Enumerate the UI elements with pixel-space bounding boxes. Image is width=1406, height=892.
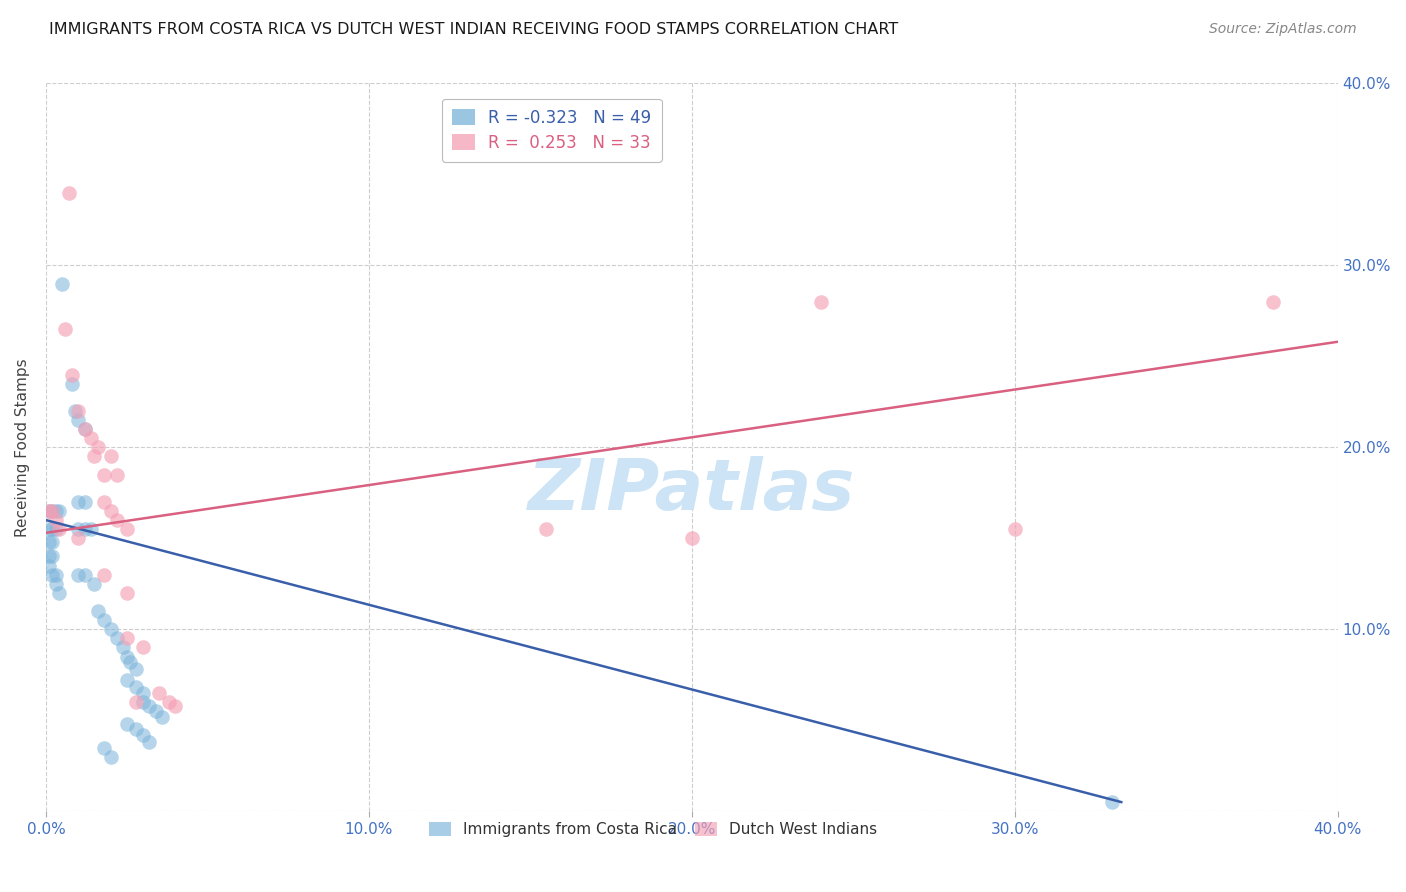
Point xyxy=(48,504,70,518)
Point xyxy=(45,567,67,582)
Point xyxy=(58,186,80,200)
Text: Source: ZipAtlas.com: Source: ZipAtlas.com xyxy=(1209,22,1357,37)
Point xyxy=(83,576,105,591)
Point xyxy=(115,716,138,731)
Point xyxy=(38,504,60,518)
Point xyxy=(115,632,138,646)
Point xyxy=(115,673,138,688)
Legend: Immigrants from Costa Rica, Dutch West Indians: Immigrants from Costa Rica, Dutch West I… xyxy=(423,816,883,844)
Point xyxy=(115,522,138,536)
Point xyxy=(67,413,90,427)
Point xyxy=(165,698,187,713)
Point xyxy=(93,740,115,755)
Point xyxy=(83,450,105,464)
Text: ZIPatlas: ZIPatlas xyxy=(529,457,855,525)
Point xyxy=(93,613,115,627)
Point xyxy=(41,567,63,582)
Point xyxy=(48,522,70,536)
Point xyxy=(132,728,155,742)
Point xyxy=(93,467,115,482)
Point xyxy=(53,322,76,336)
Point xyxy=(73,422,96,436)
Point xyxy=(51,277,73,291)
Point xyxy=(41,522,63,536)
Point xyxy=(100,504,122,518)
Point xyxy=(38,558,60,573)
Point xyxy=(41,535,63,549)
Point xyxy=(73,567,96,582)
Point xyxy=(105,467,128,482)
Point xyxy=(73,495,96,509)
Point xyxy=(100,749,122,764)
Point xyxy=(138,698,160,713)
Point xyxy=(38,522,60,536)
Point xyxy=(67,404,90,418)
Point xyxy=(1004,522,1026,536)
Point xyxy=(1261,294,1284,309)
Point xyxy=(41,504,63,518)
Point xyxy=(80,522,103,536)
Point xyxy=(41,549,63,564)
Point xyxy=(73,522,96,536)
Point xyxy=(112,640,135,655)
Point xyxy=(60,376,83,391)
Point xyxy=(48,586,70,600)
Point xyxy=(38,549,60,564)
Point xyxy=(80,431,103,445)
Point xyxy=(63,404,86,418)
Point xyxy=(67,495,90,509)
Point xyxy=(150,709,173,723)
Point xyxy=(115,649,138,664)
Point xyxy=(105,632,128,646)
Point xyxy=(157,695,180,709)
Point xyxy=(132,695,155,709)
Point xyxy=(41,504,63,518)
Point xyxy=(1101,795,1123,809)
Point xyxy=(86,604,108,618)
Text: IMMIGRANTS FROM COSTA RICA VS DUTCH WEST INDIAN RECEIVING FOOD STAMPS CORRELATIO: IMMIGRANTS FROM COSTA RICA VS DUTCH WEST… xyxy=(49,22,898,37)
Point xyxy=(100,622,122,636)
Point xyxy=(45,576,67,591)
Point xyxy=(118,655,141,669)
Point xyxy=(86,440,108,454)
Point xyxy=(115,586,138,600)
Point xyxy=(60,368,83,382)
Point xyxy=(132,640,155,655)
Point xyxy=(138,735,160,749)
Point xyxy=(45,513,67,527)
Point xyxy=(67,567,90,582)
Point xyxy=(38,535,60,549)
Point xyxy=(125,662,148,676)
Point xyxy=(93,567,115,582)
Point xyxy=(125,723,148,737)
Point xyxy=(67,522,90,536)
Point xyxy=(38,504,60,518)
Point xyxy=(73,422,96,436)
Point xyxy=(145,704,167,718)
Y-axis label: Receiving Food Stamps: Receiving Food Stamps xyxy=(15,358,30,537)
Point xyxy=(536,522,558,536)
Point xyxy=(93,495,115,509)
Point xyxy=(45,504,67,518)
Point xyxy=(125,681,148,695)
Point xyxy=(45,522,67,536)
Point xyxy=(810,294,832,309)
Point xyxy=(125,695,148,709)
Point xyxy=(132,686,155,700)
Point xyxy=(100,450,122,464)
Point xyxy=(67,531,90,545)
Point xyxy=(105,513,128,527)
Point xyxy=(681,531,703,545)
Point xyxy=(148,686,170,700)
